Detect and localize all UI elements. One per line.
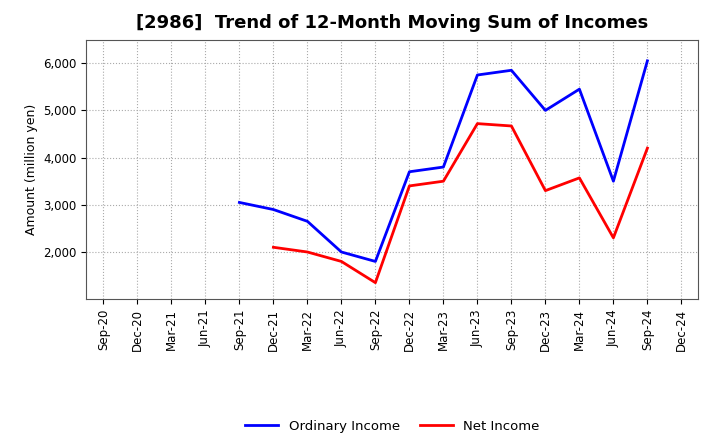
Net Income	[405, 183, 414, 189]
Ordinary Income	[235, 200, 243, 205]
Ordinary Income	[337, 249, 346, 255]
Net Income	[541, 188, 550, 193]
Ordinary Income	[643, 58, 652, 63]
Ordinary Income	[507, 68, 516, 73]
Ordinary Income	[609, 179, 618, 184]
Legend: Ordinary Income, Net Income: Ordinary Income, Net Income	[240, 415, 545, 438]
Ordinary Income	[405, 169, 414, 174]
Line: Ordinary Income: Ordinary Income	[239, 61, 647, 261]
Net Income	[473, 121, 482, 126]
Net Income	[609, 235, 618, 241]
Y-axis label: Amount (million yen): Amount (million yen)	[24, 104, 37, 235]
Ordinary Income	[303, 219, 312, 224]
Net Income	[337, 259, 346, 264]
Line: Net Income: Net Income	[274, 124, 647, 282]
Net Income	[643, 146, 652, 151]
Net Income	[269, 245, 278, 250]
Net Income	[507, 123, 516, 128]
Ordinary Income	[575, 87, 584, 92]
Net Income	[439, 179, 448, 184]
Net Income	[371, 280, 379, 285]
Ordinary Income	[541, 108, 550, 113]
Net Income	[303, 249, 312, 255]
Ordinary Income	[371, 259, 379, 264]
Ordinary Income	[269, 207, 278, 212]
Ordinary Income	[439, 165, 448, 170]
Title: [2986]  Trend of 12-Month Moving Sum of Incomes: [2986] Trend of 12-Month Moving Sum of I…	[136, 15, 649, 33]
Net Income	[575, 175, 584, 180]
Ordinary Income	[473, 72, 482, 77]
